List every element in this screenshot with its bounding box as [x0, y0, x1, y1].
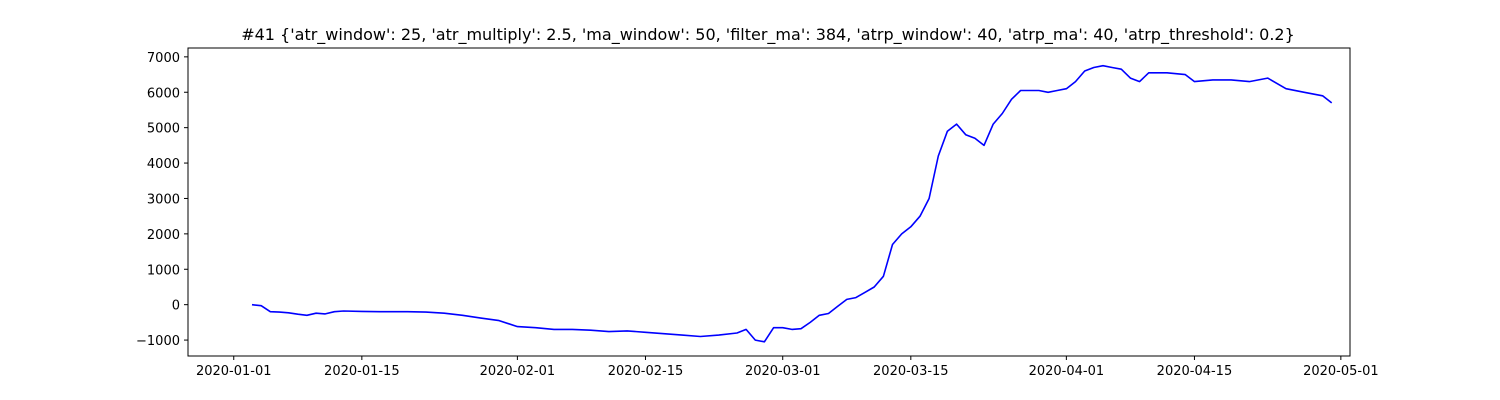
x-tick-label: 2020-02-01	[480, 364, 556, 379]
y-tick-label: 3000	[147, 192, 180, 207]
x-tick-label: 2020-04-01	[1029, 364, 1105, 379]
x-tick-label: 2020-04-15	[1157, 364, 1233, 379]
y-tick-label: 1000	[147, 263, 180, 278]
y-tick-label: 6000	[147, 86, 180, 101]
x-tick-label: 2020-01-15	[324, 364, 400, 379]
y-tick-label: 5000	[147, 122, 180, 137]
y-tick-label: −1000	[136, 334, 180, 349]
plot-frame	[187, 47, 1351, 357]
series-line-0	[251, 64, 1333, 343]
x-tick-label: 2020-03-15	[873, 364, 949, 379]
x-tick-label: 2020-05-01	[1303, 364, 1379, 379]
x-tick-label: 2020-01-01	[196, 364, 272, 379]
plot-area	[251, 64, 1333, 343]
y-tick-label: 7000	[147, 51, 180, 66]
chart-title: #41 {'atr_window': 25, 'atr_multiply': 2…	[241, 25, 1295, 45]
axes: 2020-01-01 2020-01-15 2020-02-01 2020-02-15…	[136, 47, 1379, 379]
y-tick-label: 2000	[147, 228, 180, 243]
x-tick-label: 2020-02-15	[608, 364, 684, 379]
y-tick-label: 0	[172, 299, 180, 314]
y-tick-label: 4000	[147, 157, 180, 172]
x-tick-label: 2020-03-01	[745, 364, 821, 379]
